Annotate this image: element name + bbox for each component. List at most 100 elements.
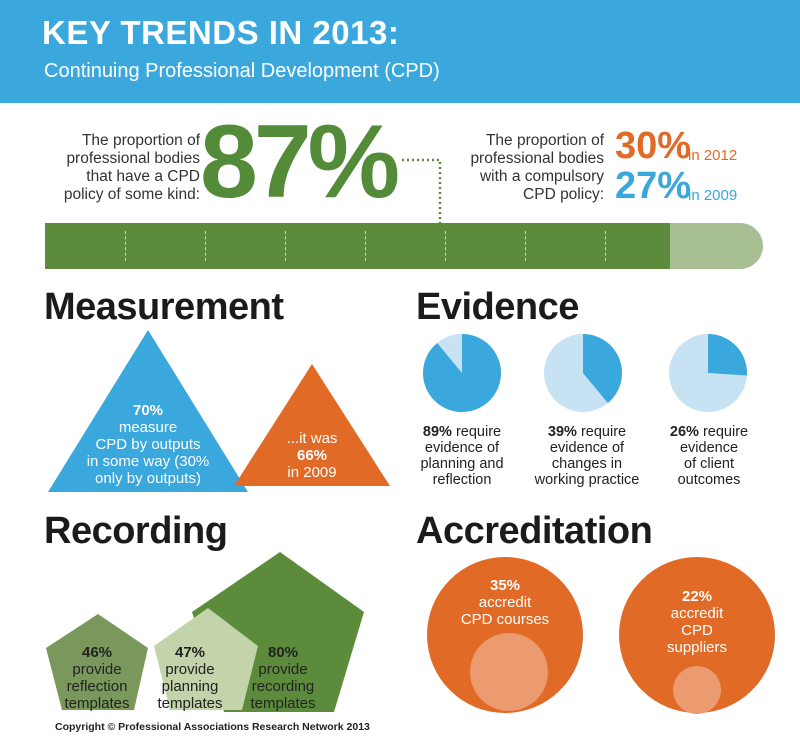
accreditation-line: accredit: [670, 605, 724, 622]
recording-heading: Recording: [44, 510, 228, 552]
intro-right-line: professional bodies: [470, 150, 604, 167]
measurement-orange-pre: ...it was: [286, 430, 338, 447]
evidence-line: reflection: [432, 472, 492, 488]
blue-triangle: [48, 330, 248, 492]
recording-percent: 80%: [267, 644, 299, 661]
measurement-heading: Measurement: [44, 286, 284, 328]
measurement-orange-text: ...it was 66% in 2009: [262, 430, 362, 481]
intro-left-line: professional bodies: [66, 150, 200, 167]
accreditation-circle-2: [619, 557, 775, 713]
evidence-pie-3: [669, 334, 747, 412]
recording-line: templates: [157, 695, 223, 712]
evidence-percent: 89%: [422, 424, 452, 440]
intro-left-line: that have a CPD: [86, 168, 200, 185]
recording-line: provide: [165, 661, 215, 678]
accreditation-percent: 35%: [489, 577, 521, 594]
evidence-line: evidence: [679, 440, 739, 456]
accreditation-line: suppliers: [666, 639, 728, 656]
evidence-pies: [422, 334, 747, 412]
evidence-word: require: [580, 424, 627, 440]
recording-line: recording: [251, 678, 315, 695]
page-subtitle: Continuing Professional Development (CPD…: [44, 60, 440, 82]
accreditation-line: CPD courses: [460, 611, 550, 628]
evidence-text-2: 39% require evidence of changes in worki…: [522, 424, 652, 488]
bar-divider: [525, 231, 526, 261]
dotted-connector: [402, 158, 442, 226]
bar-divider: [285, 231, 286, 261]
header-banner: [0, 0, 800, 103]
accreditation-text-1: 35% accredit CPD courses: [445, 577, 565, 628]
evidence-line: working practice: [534, 472, 640, 488]
recording-percent: 46%: [81, 644, 113, 661]
percent-2012: 30%: [615, 125, 692, 167]
copyright-notice: Copyright © Professional Associations Re…: [55, 721, 370, 733]
bar-divider: [205, 231, 206, 261]
cpd-progress-bar: [45, 223, 763, 269]
measurement-blue-text: 70% measure CPD by outputs in some way (…: [68, 402, 228, 487]
recording-line: planning: [161, 678, 219, 695]
measurement-orange-post: in 2009: [287, 464, 337, 481]
recording-line: templates: [64, 695, 130, 712]
recording-line: templates: [250, 695, 316, 712]
evidence-line: evidence of: [549, 440, 625, 456]
cpd-progress-fill: [45, 223, 670, 269]
cpd-policy-percent: 87%: [200, 104, 400, 220]
evidence-word: require: [455, 424, 502, 440]
recording-text-3: 80% provide recording templates: [240, 644, 326, 712]
accreditation-percent: 22%: [681, 588, 713, 605]
pentagon-olive: [46, 614, 148, 710]
percent-2009: 27%: [615, 165, 692, 207]
evidence-text-3: 26% require evidence of client outcomes: [654, 424, 764, 488]
recording-percent: 47%: [174, 644, 206, 661]
page-title: KEY TRENDS IN 2013:: [42, 14, 400, 51]
measurement-blue-percent: 70%: [132, 402, 164, 419]
recording-pentagons: [46, 552, 364, 712]
pie-slice: [708, 334, 747, 376]
label-2009: in 2009: [688, 187, 738, 204]
accreditation-heading: Accreditation: [416, 510, 653, 552]
bar-divider: [365, 231, 366, 261]
evidence-pie-1: [422, 334, 501, 412]
orange-triangle: [234, 364, 390, 486]
intro-right-line: The proportion of: [485, 132, 604, 149]
measurement-triangles: [48, 330, 390, 492]
accreditation-line: accredit: [478, 594, 532, 611]
recording-line: reflection: [66, 678, 128, 695]
evidence-line: of client: [684, 456, 734, 472]
bar-divider: [125, 231, 126, 261]
evidence-pie-2: [544, 334, 623, 412]
cpd-policy-description: The proportion of professional bodies th…: [30, 132, 200, 204]
bar-divider: [605, 231, 606, 261]
pie-slice: [583, 334, 623, 404]
measurement-line: in some way (30%: [86, 453, 210, 470]
recording-text-2: 47% provide planning templates: [150, 644, 230, 712]
accreditation-circles: [427, 557, 775, 714]
measurement-orange-percent: 66%: [296, 447, 328, 464]
evidence-line: planning and: [420, 456, 504, 472]
accreditation-text-2: 22% accredit CPD suppliers: [637, 588, 757, 656]
intro-left-line: The proportion of: [81, 132, 200, 149]
accreditation-inner-circle-2: [673, 666, 721, 714]
recording-line: provide: [258, 661, 308, 678]
intro-right-line: with a compulsory: [479, 168, 604, 185]
recording-line: provide: [72, 661, 122, 678]
accreditation-line: CPD: [681, 622, 713, 639]
pentagon-light-green: [154, 608, 258, 710]
pie-slice: [422, 334, 501, 412]
intro-right-line: CPD policy:: [523, 186, 604, 203]
evidence-line: changes in: [551, 456, 623, 472]
evidence-text-1: 89% require evidence of planning and ref…: [402, 424, 522, 488]
evidence-line: evidence of: [424, 440, 500, 456]
evidence-percent: 39%: [547, 424, 577, 440]
evidence-word: require: [702, 424, 749, 440]
compulsory-policy-description: The proportion of professional bodies wi…: [434, 132, 604, 204]
accreditation-inner-circle-1: [470, 633, 548, 711]
measurement-line: CPD by outputs: [95, 436, 201, 453]
evidence-heading: Evidence: [416, 286, 579, 328]
evidence-percent: 26%: [669, 424, 699, 440]
evidence-line: outcomes: [677, 472, 741, 488]
intro-left-line: policy of some kind:: [63, 186, 200, 203]
measurement-line: only by outputs): [95, 470, 201, 487]
label-2012: in 2012: [688, 147, 738, 164]
recording-text-1: 46% provide reflection templates: [58, 644, 136, 712]
